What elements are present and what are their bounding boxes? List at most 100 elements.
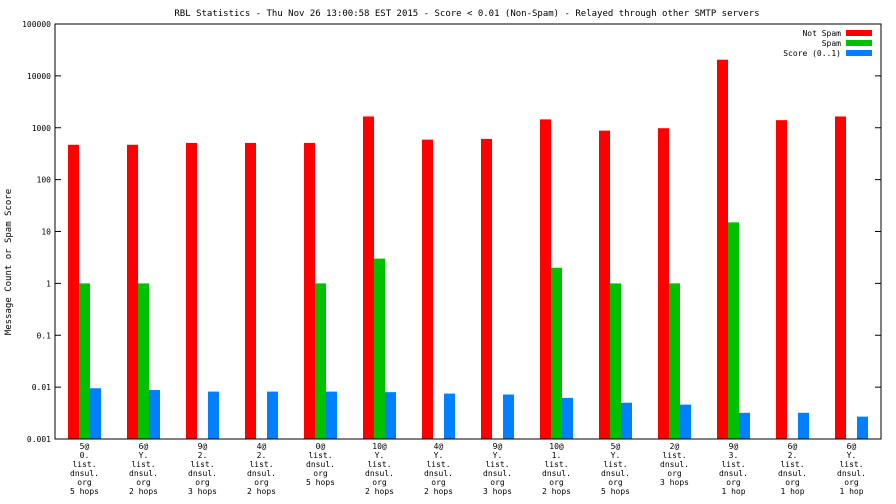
x-tick-label-line: 2 hops <box>424 487 453 496</box>
x-tick-label-line: org <box>77 478 92 487</box>
bar-not-spam <box>599 130 610 440</box>
x-tick-label-line: dnsul. <box>188 469 217 478</box>
x-tick-label-line: org <box>431 478 446 487</box>
y-tick-label: 1000 <box>32 124 51 133</box>
x-tick-label: 6@ Y. list. dnsul. org 1 hop <box>837 442 866 496</box>
x-tick-label-line: 3 hops <box>483 487 512 496</box>
x-tick-label-line: 2 hops <box>247 487 276 496</box>
x-tick-label-line: org <box>785 478 800 487</box>
x-tick-label-line: 5 hops <box>306 478 335 487</box>
bar-not-spam <box>717 59 728 440</box>
bar-spam <box>551 267 562 439</box>
x-tick-label: 10@ Y. list. dnsul. org 2 hops <box>365 442 394 496</box>
x-tick-label: 6@ Y. list. dnsul. org 2 hops <box>129 442 158 496</box>
x-tick-label-line: org <box>254 478 269 487</box>
bar-score-0-1 <box>149 390 160 439</box>
bar-score-0-1 <box>444 393 455 439</box>
x-tick-label-line: dnsul. <box>660 460 689 469</box>
x-tick-label-line: Y. <box>611 451 621 460</box>
y-tick-label: 0.001 <box>27 435 51 444</box>
x-tick-label-line: list. <box>603 460 627 469</box>
bar-score-0-1 <box>798 412 809 439</box>
x-tick-label-line: list. <box>249 460 273 469</box>
x-tick-label-line: list. <box>426 460 450 469</box>
x-tick-label-line: 4@ <box>257 442 267 451</box>
x-tick-label: 2@ list. dnsul. org 3 hops <box>660 442 689 487</box>
x-tick-label: 5@ Y. list. dnsul. org 5 hops <box>601 442 630 496</box>
y-tick-label: 10 <box>41 228 51 237</box>
x-tick-label-line: 6@ <box>139 442 149 451</box>
x-tick-label-line: dnsul. <box>542 469 571 478</box>
y-tick-label: 100000 <box>22 20 51 29</box>
x-tick-label-line: Y. <box>493 451 503 460</box>
x-tick-label-line: org <box>726 478 741 487</box>
bar-not-spam <box>127 144 138 439</box>
x-tick-label-line: Y. <box>139 451 149 460</box>
y-tick-label: 10000 <box>27 72 51 81</box>
bar-not-spam <box>835 116 846 439</box>
bar-spam <box>138 283 149 439</box>
x-tick-label-line: 3. <box>729 451 739 460</box>
x-tick-label-line: 9@ <box>198 442 208 451</box>
x-tick-label-line: org <box>195 478 210 487</box>
bar-spam <box>728 222 739 439</box>
x-tick-label-line: 10@ <box>372 442 387 451</box>
y-tick-label: 100 <box>37 176 52 185</box>
x-tick-label-line: list. <box>308 451 332 460</box>
plot-frame <box>54 23 882 440</box>
bar-not-spam <box>304 142 315 439</box>
x-tick-label-line: dnsul. <box>365 469 394 478</box>
bar-not-spam <box>422 139 433 439</box>
legend-swatch <box>846 50 872 56</box>
bar-not-spam <box>68 144 79 439</box>
x-tick-label-line: list. <box>367 460 391 469</box>
x-tick-label-line: org <box>844 478 859 487</box>
x-tick-label-line: dnsul. <box>483 469 512 478</box>
x-tick-label-line: 2. <box>257 451 267 460</box>
x-tick-label-line: 6@ <box>788 442 798 451</box>
x-tick-label: 10@ 1. list. dnsul. org 2 hops <box>542 442 571 496</box>
bar-not-spam <box>186 142 197 439</box>
bar-spam <box>610 283 621 439</box>
x-tick-label-line: 2. <box>198 451 208 460</box>
x-tick-label-line: 2. <box>788 451 798 460</box>
bar-not-spam <box>481 138 492 439</box>
x-tick-label-line: org <box>490 478 505 487</box>
bar-score-0-1 <box>385 392 396 439</box>
bar-score-0-1 <box>267 391 278 439</box>
bar-score-0-1 <box>208 391 219 439</box>
bar-spam <box>79 283 90 439</box>
legend-label: Spam <box>822 39 841 48</box>
x-tick-label-line: 5 hops <box>601 487 630 496</box>
x-tick-label-line: 9@ <box>493 442 503 451</box>
bar-spam <box>374 258 385 439</box>
x-tick-label-line: dnsul. <box>601 469 630 478</box>
legend-swatch <box>846 40 872 46</box>
bar-not-spam <box>540 119 551 440</box>
x-tick-label-line: list. <box>190 460 214 469</box>
x-tick-label-line: dnsul. <box>247 469 276 478</box>
x-tick-label-line: org <box>608 478 623 487</box>
x-tick-label-line: 1 hop <box>721 487 745 496</box>
x-tick-label: 9@ 2. list. dnsul. org 3 hops <box>188 442 217 496</box>
x-tick-label: 5@ 0. list. dnsul. org 5 hops <box>70 442 99 496</box>
bar-score-0-1 <box>562 397 573 439</box>
legend-label: Score (0..1) <box>783 49 841 58</box>
bar-not-spam <box>776 120 787 439</box>
x-tick-label-line: dnsul. <box>306 460 335 469</box>
bar-not-spam <box>658 128 669 440</box>
x-tick-label-line: 2 hops <box>542 487 571 496</box>
legend-swatch <box>846 30 872 36</box>
x-tick-label-line: Y. <box>434 451 444 460</box>
x-tick-label-line: list. <box>485 460 509 469</box>
bar-spam <box>315 283 326 439</box>
x-tick-label-line: 5@ <box>611 442 621 451</box>
x-tick-label-line: dnsul. <box>837 469 866 478</box>
x-tick-label-line: 3 hops <box>188 487 217 496</box>
y-tick-label: 1 <box>46 279 51 288</box>
x-tick-label-line: 10@ <box>549 442 564 451</box>
x-tick-label-line: 5 hops <box>70 487 99 496</box>
bar-score-0-1 <box>739 412 750 439</box>
